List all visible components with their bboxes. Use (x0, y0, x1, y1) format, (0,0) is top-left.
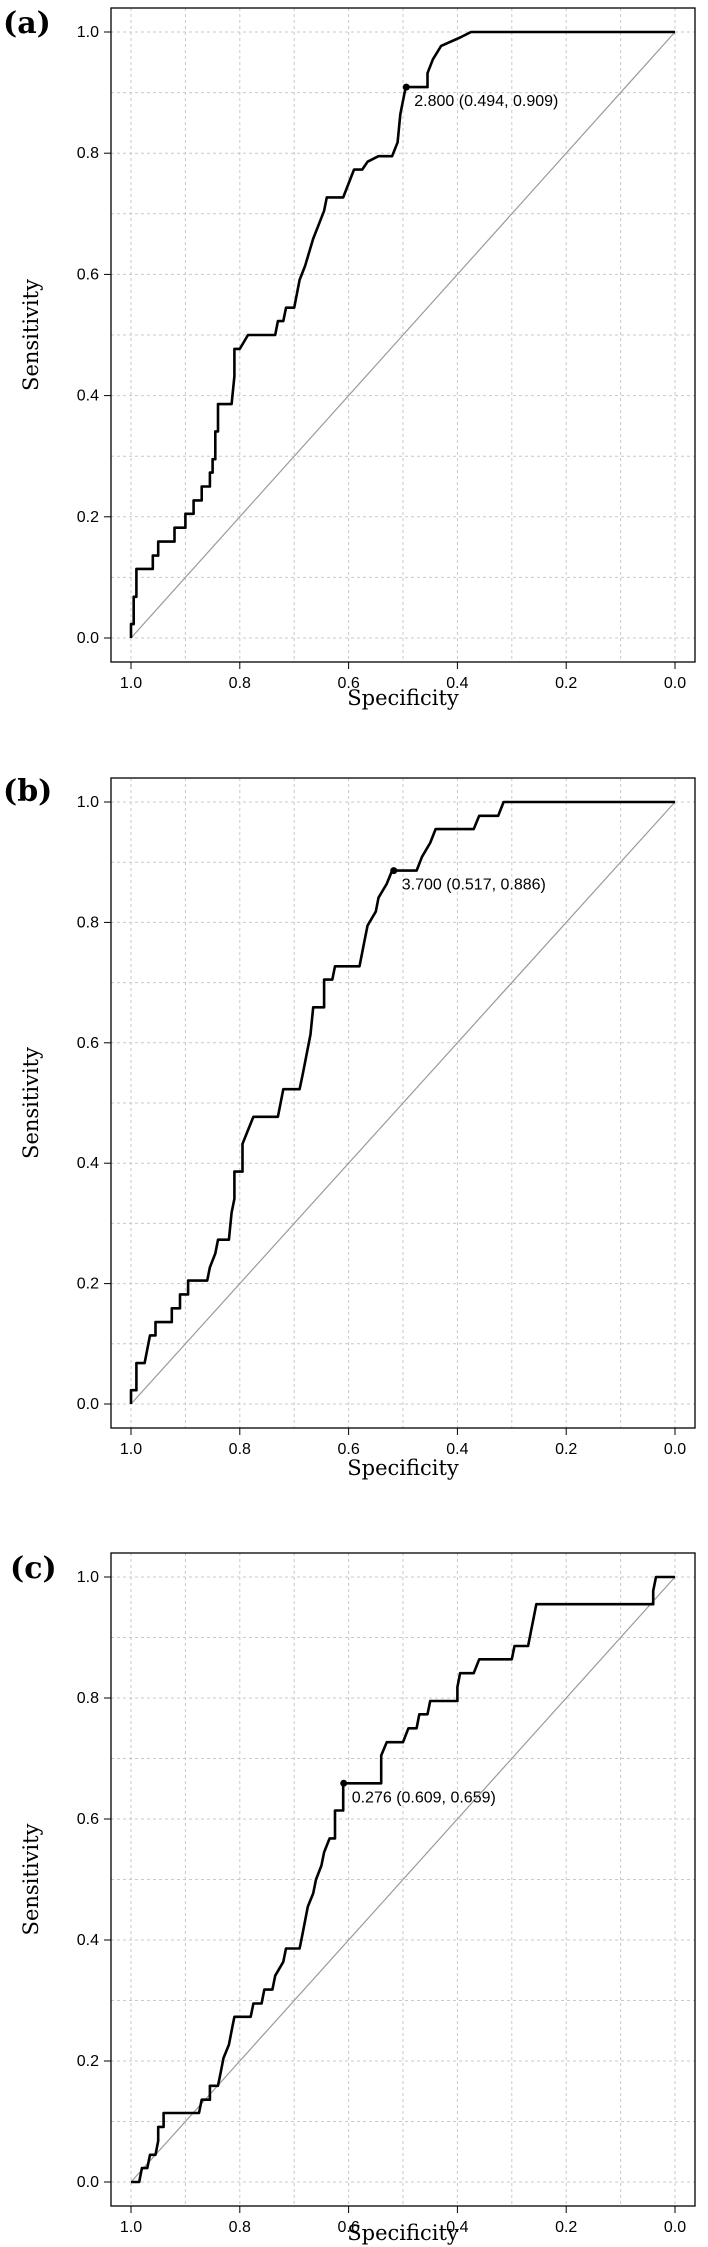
x-tick-label: 0.0 (664, 2219, 686, 2236)
x-tick-label: 0.6 (337, 675, 359, 692)
y-tick-label: 0.8 (77, 914, 99, 931)
threshold-label: 3.700 (0.517, 0.886) (402, 877, 546, 894)
x-axis-title: Specificity (347, 686, 459, 710)
plot-frame (110, 7, 696, 663)
x-tick-label: 0.6 (337, 2219, 359, 2236)
x-axis-title: Specificity (347, 1456, 459, 1480)
x-axis-title: Specificity (347, 2221, 459, 2245)
x-tick-label: 0.8 (229, 2219, 251, 2236)
panel-label: (c) (10, 1551, 57, 1586)
y-tick-label: 0.6 (77, 1035, 99, 1052)
y-tick-label: 0.6 (77, 1811, 99, 1828)
y-tick-label: 0.0 (77, 630, 99, 647)
panel-label: (a) (3, 6, 51, 41)
roc-panel-c: (c) 1.0 0.8 0.6 0.4 0.2 0.0 0.0 0.2 0.4 0.6 0.8 1.0 S… (10, 1551, 696, 2245)
x-tick-label: 1.0 (120, 675, 142, 692)
roc-curve (131, 1575, 675, 2184)
reference-diagonal (130, 801, 676, 1405)
x-tick-label: 0.4 (446, 2219, 468, 2236)
y-tick-label: 0.0 (77, 1396, 99, 1413)
y-tick-label: 0.4 (77, 1932, 99, 1949)
y-tick-label: 0.2 (77, 1276, 99, 1293)
x-tick-label: 0.2 (555, 1441, 577, 1458)
roc-panel-a: (a) 1.0 0.8 0.6 0.4 0.2 0.0 0.0 0.2 0.4 0.6 0.8 1.0 S… (3, 6, 696, 710)
threshold-point (390, 867, 398, 875)
panel-label: (b) (3, 774, 52, 809)
y-tick-label: 0.4 (77, 388, 99, 405)
y-axis-title: Sensitivity (19, 279, 43, 391)
x-tick-label: 0.6 (337, 1441, 359, 1458)
x-tick-label: 0.2 (555, 2219, 577, 2236)
x-tick-label: 0.0 (664, 675, 686, 692)
plot-frame (110, 1552, 696, 2207)
threshold-point (402, 83, 410, 91)
plot-frame (110, 777, 696, 1429)
y-tick-label: 0.0 (77, 2174, 99, 2191)
y-tick-label: 0.2 (77, 509, 99, 526)
x-tick-label: 0.8 (229, 1441, 251, 1458)
y-tick-label: 0.6 (77, 266, 99, 283)
y-tick-label: 1.0 (77, 794, 99, 811)
y-tick-label: 0.8 (77, 1690, 99, 1707)
x-tick-label: 0.2 (555, 675, 577, 692)
y-axis-title: Sensitivity (19, 1823, 43, 1935)
y-tick-label: 0.8 (77, 145, 99, 162)
x-tick-label: 0.4 (446, 675, 468, 692)
threshold-label: 2.800 (0.494, 0.909) (414, 93, 558, 110)
x-tick-label: 1.0 (120, 1441, 142, 1458)
y-tick-label: 0.4 (77, 1155, 99, 1172)
roc-curve (129, 30, 675, 638)
roc-panel-b: (b) 1.0 0.8 0.6 0.4 0.2 0.0 0.0 0.2 0.4 0.6 0.8 1.0 S… (3, 774, 696, 1480)
y-tick-label: 0.2 (77, 2053, 99, 2070)
threshold-label: 0.276 (0.609, 0.659) (352, 1789, 496, 1806)
x-tick-label: 1.0 (120, 2219, 142, 2236)
reference-diagonal (130, 31, 676, 639)
x-tick-label: 0.8 (229, 675, 251, 692)
x-tick-label: 0.0 (664, 1441, 686, 1458)
y-tick-label: 1.0 (77, 24, 99, 41)
y-axis-title: Sensitivity (19, 1047, 43, 1159)
reference-diagonal (130, 1576, 676, 2183)
x-tick-label: 0.4 (446, 1441, 468, 1458)
y-tick-label: 1.0 (77, 1569, 99, 1586)
threshold-point (340, 1779, 348, 1787)
